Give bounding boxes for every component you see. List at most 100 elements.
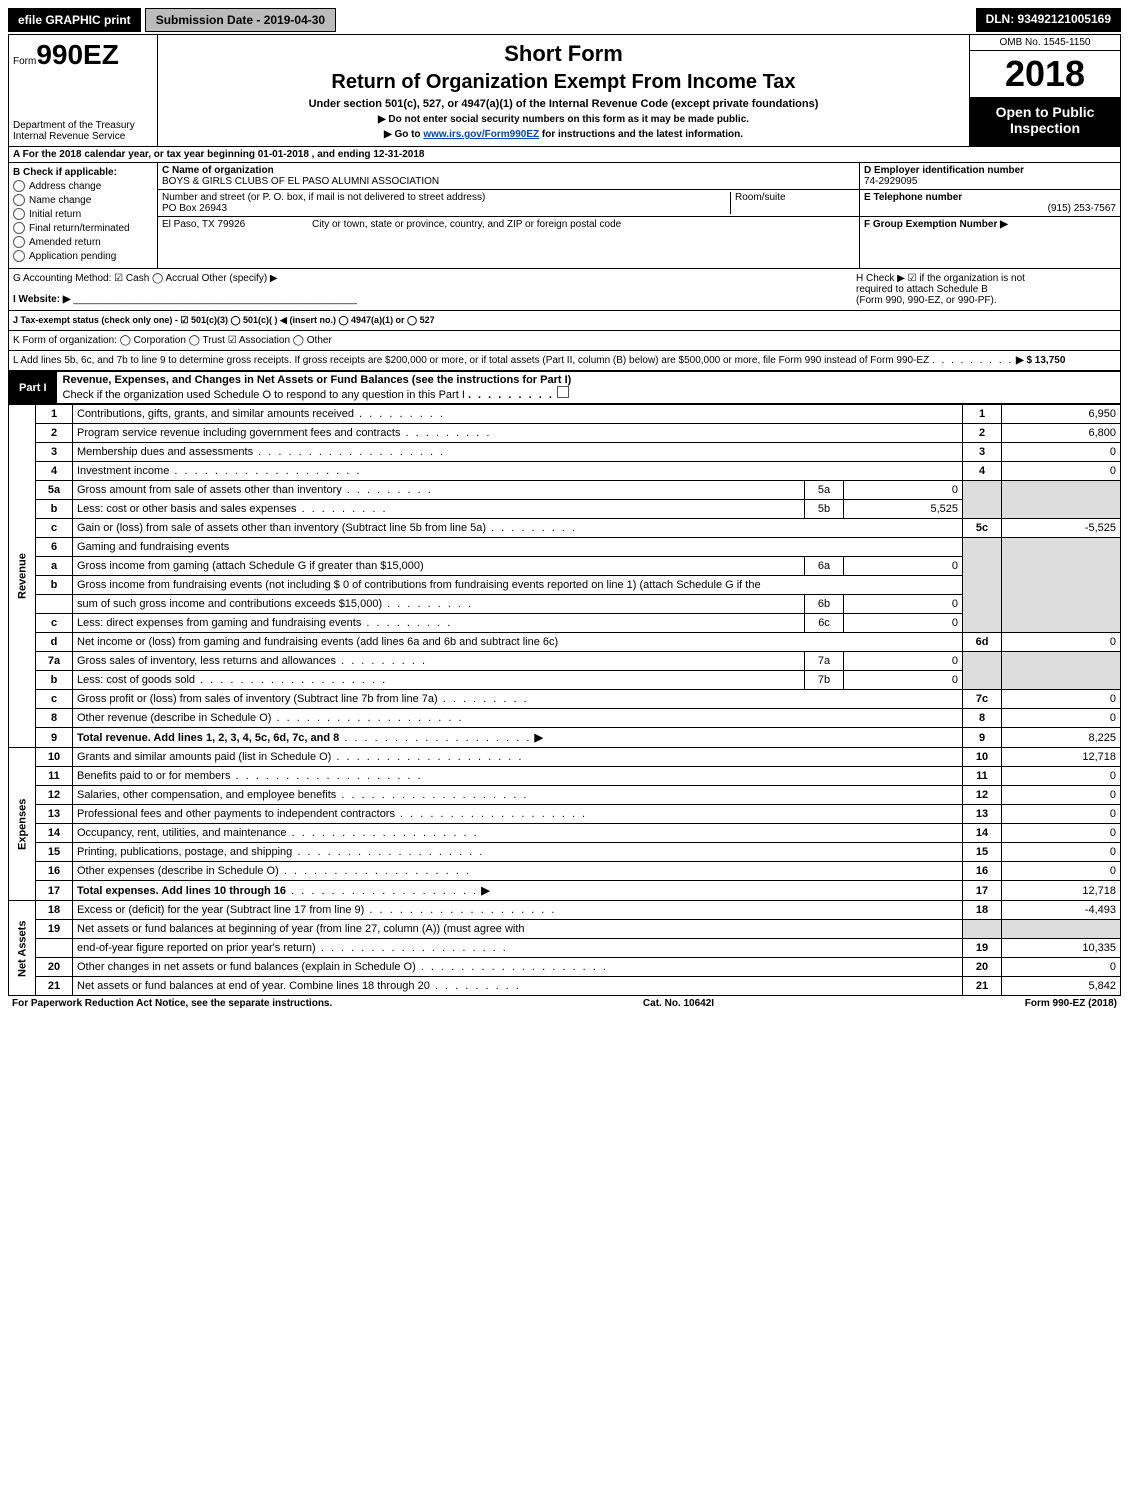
col-de: D Employer identification number 74-2929… <box>859 163 1120 268</box>
line-6d-num: d <box>36 633 73 652</box>
instruct-link-row: ▶ Go to www.irs.gov/Form990EZ for instru… <box>162 129 965 140</box>
row-k: K Form of organization: ◯ Corporation ◯ … <box>8 331 1121 351</box>
line-3-amt: 0 <box>1002 443 1121 462</box>
cb-application-pending: Application pending <box>29 251 116 262</box>
line-18-label: 18 <box>963 901 1002 920</box>
line-20-desc: Other changes in net assets or fund bala… <box>77 961 416 973</box>
instruct-ssn: ▶ Do not enter social security numbers o… <box>162 114 965 125</box>
footer-center: Cat. No. 10642I <box>643 998 714 1009</box>
line-6d-label: 6d <box>963 633 1002 652</box>
line-6d-desc: Net income or (loss) from gaming and fun… <box>77 636 558 648</box>
f-label: F Group Exemption Number <box>864 219 997 230</box>
col-c-org-info: C Name of organization BOYS & GIRLS CLUB… <box>158 163 859 268</box>
line-19b-desc: end-of-year figure reported on prior yea… <box>77 942 316 954</box>
cb-address-change: Address change <box>29 181 101 192</box>
line-6c-subval: 0 <box>844 614 963 633</box>
line-7a-desc: Gross sales of inventory, less returns a… <box>77 655 336 667</box>
line-6b-sublabel: 6b <box>805 595 844 614</box>
netassets-side-label: Net Assets <box>9 901 36 996</box>
line-16-num: 16 <box>36 862 73 881</box>
line-6c-sublabel: 6c <box>805 614 844 633</box>
line-11-desc: Benefits paid to or for members <box>77 770 230 782</box>
line-7c-amt: 0 <box>1002 690 1121 709</box>
room-label: Room/suite <box>735 192 855 203</box>
expenses-side-label: Expenses <box>9 748 36 901</box>
city: El Paso, TX 79926 <box>162 219 302 266</box>
efile-print-button[interactable]: efile GRAPHIC print <box>8 8 141 32</box>
street: PO Box 26943 <box>162 203 730 214</box>
row-l-arrow: ▶ $ 13,750 <box>1016 355 1065 366</box>
c-name-label: C Name of organization <box>162 165 855 176</box>
line-19-label: 19 <box>963 939 1002 958</box>
line-5a-num: 5a <box>36 481 73 500</box>
initial-return-radio[interactable] <box>13 208 25 220</box>
line-2-desc: Program service revenue including govern… <box>77 427 400 439</box>
line-1-desc: Contributions, gifts, grants, and simila… <box>77 408 354 420</box>
footer-left: For Paperwork Reduction Act Notice, see … <box>12 998 332 1009</box>
irs-link[interactable]: www.irs.gov/Form990EZ <box>423 129 539 140</box>
tax-year: 2018 <box>970 51 1120 98</box>
line-17-desc: Total expenses. Add lines 10 through 16 <box>77 885 286 897</box>
cb-final-return: Final return/terminated <box>29 223 130 234</box>
line-11-amt: 0 <box>1002 767 1121 786</box>
line-19-num: 19 <box>36 920 73 939</box>
line-12-desc: Salaries, other compensation, and employ… <box>77 789 336 801</box>
dept-treasury: Department of the Treasury <box>13 120 153 131</box>
line-5c-desc: Gain or (loss) from sale of assets other… <box>77 522 486 534</box>
line-7c-desc: Gross profit or (loss) from sales of inv… <box>77 693 438 705</box>
line-21-num: 21 <box>36 977 73 996</box>
row-j-text: J Tax-exempt status (check only one) - ☑… <box>13 315 435 325</box>
application-pending-radio[interactable] <box>13 250 25 262</box>
line-16-desc: Other expenses (describe in Schedule O) <box>77 865 279 877</box>
line-7c-num: c <box>36 690 73 709</box>
line-19b-num <box>36 939 73 958</box>
row-a-tax-year: A For the 2018 calendar year, or tax yea… <box>8 147 1121 163</box>
line-6c-num: c <box>36 614 73 633</box>
line-14-desc: Occupancy, rent, utilities, and maintena… <box>77 827 287 839</box>
org-name: BOYS & GIRLS CLUBS OF EL PASO ALUMNI ASS… <box>162 176 855 187</box>
line-5a-subval: 0 <box>844 481 963 500</box>
revenue-side-label: Revenue <box>9 405 36 748</box>
line-6d-amt: 0 <box>1002 633 1121 652</box>
line-5c-num: c <box>36 519 73 538</box>
part1-title: Revenue, Expenses, and Changes in Net As… <box>63 374 572 386</box>
line-12-num: 12 <box>36 786 73 805</box>
line-14-num: 14 <box>36 824 73 843</box>
line-21-label: 21 <box>963 977 1002 996</box>
line-5c-label: 5c <box>963 519 1002 538</box>
line-6a-subval: 0 <box>844 557 963 576</box>
top-bar: efile GRAPHIC print Submission Date - 20… <box>8 8 1121 32</box>
row-g: G Accounting Method: ☑ Cash ◯ Accrual Ot… <box>13 273 856 284</box>
line-12-amt: 0 <box>1002 786 1121 805</box>
line-10-num: 10 <box>36 748 73 767</box>
row-j: J Tax-exempt status (check only one) - ☑… <box>8 311 1121 331</box>
row-h-line2: required to attach Schedule B <box>856 284 1116 295</box>
main-title: Return of Organization Exempt From Incom… <box>162 71 965 94</box>
line-13-label: 13 <box>963 805 1002 824</box>
amended-return-radio[interactable] <box>13 236 25 248</box>
line-7c-label: 7c <box>963 690 1002 709</box>
line-9-num: 9 <box>36 728 73 748</box>
cb-initial-return: Initial return <box>29 209 81 220</box>
line-20-amt: 0 <box>1002 958 1121 977</box>
line-7a-subval: 0 <box>844 652 963 671</box>
final-return-radio[interactable] <box>13 222 25 234</box>
line-7a-sublabel: 7a <box>805 652 844 671</box>
line-6b2-desc: sum of such gross income and contributio… <box>77 598 382 610</box>
row-i-label: I Website: ▶ <box>13 294 71 305</box>
line-17-num: 17 <box>36 881 73 901</box>
line-1-num: 1 <box>36 405 73 424</box>
line-5c-amt: -5,525 <box>1002 519 1121 538</box>
line-20-num: 20 <box>36 958 73 977</box>
name-change-radio[interactable] <box>13 194 25 206</box>
open-public-badge: Open to Public Inspection <box>970 98 1120 146</box>
form-header: Form990EZ Department of the Treasury Int… <box>8 34 1121 147</box>
address-change-radio[interactable] <box>13 180 25 192</box>
line-18-amt: -4,493 <box>1002 901 1121 920</box>
line-5b-sublabel: 5b <box>805 500 844 519</box>
short-form-title: Short Form <box>162 41 965 67</box>
line-5b-subval: 5,525 <box>844 500 963 519</box>
line-8-label: 8 <box>963 709 1002 728</box>
schedule-o-checkbox[interactable] <box>557 386 569 398</box>
line-12-label: 12 <box>963 786 1002 805</box>
